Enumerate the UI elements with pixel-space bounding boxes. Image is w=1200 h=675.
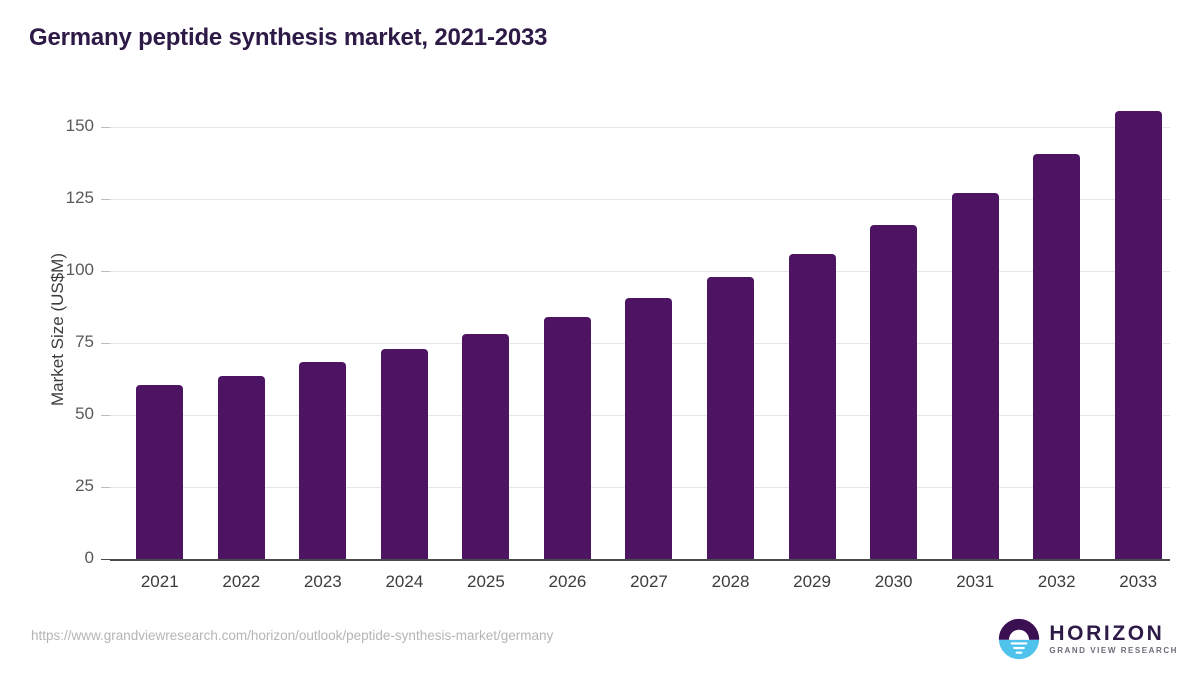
x-tick-label: 2023 [303,572,342,591]
source-url: https://www.grandviewresearch.com/horizo… [31,628,554,643]
y-tick-mark [101,343,110,344]
bar-group: 2033 [1097,100,1179,591]
x-tick-label: 2026 [548,572,587,591]
y-tick-label: 50 [75,404,94,423]
y-gridline-row: 150 [66,116,1170,135]
x-tick-label: 2025 [466,572,505,591]
bar[interactable] [1033,154,1081,559]
bar-group: 2028 [690,100,772,591]
y-tick-label: 25 [75,476,94,495]
bar-group: 2029 [771,100,853,591]
y-tick-mark [101,487,110,488]
y-gridline-row: 100 [66,260,1170,279]
y-tick-mark [101,559,110,560]
bar[interactable] [788,253,836,559]
gridline [110,271,1170,272]
horizon-logo-text: HORIZON GRAND VIEW RESEARCH [1049,623,1178,655]
y-tick-mark [101,199,110,200]
y-tick-label: 100 [65,260,94,279]
bar-group: 2025 [445,100,527,591]
bar[interactable] [299,361,347,559]
bar-group: 2027 [608,100,690,591]
bar[interactable] [707,276,755,559]
bar-group: 2031 [934,100,1016,591]
y-tick-mark [101,127,110,128]
y-axis-title: Market Size (US$M) [48,252,67,407]
x-tick-label: 2028 [711,572,750,591]
y-tick-label: 150 [65,116,94,135]
page-title: Germany peptide synthesis market, 2021-2… [29,24,548,51]
bar[interactable] [380,348,428,559]
x-tick-label: 2024 [385,572,424,591]
y-gridline-row: 125 [66,188,1170,207]
bar-group: 2032 [1016,100,1098,591]
bar[interactable] [462,334,510,559]
bar-group: 2022 [201,100,283,591]
bar[interactable] [136,384,184,559]
x-tick-label: 2033 [1119,572,1158,591]
y-tick-mark [101,271,110,272]
bar[interactable] [625,298,673,559]
bar[interactable] [951,193,999,559]
x-tick-label: 2029 [793,572,831,591]
y-tick-label: 0 [84,548,94,567]
bar-group: 2026 [527,100,609,591]
horizon-logo: HORIZON GRAND VIEW RESEARCH [998,618,1178,660]
x-tick-label: 2022 [222,572,261,591]
bar[interactable] [217,376,265,559]
bars-layer: 2021 2022 2023 2024 2025 2026 2027 2028 2029 2030… [110,100,1170,591]
horizon-logo-icon [999,618,1040,660]
y-tick-label: 125 [65,188,94,207]
bar-group: 2023 [282,100,364,591]
logo-wordmark: HORIZON [1049,622,1165,645]
y-gridline-row: 0 [85,548,1170,567]
gridline [110,199,1170,200]
y-tick-label: 75 [75,332,94,351]
bar-group: 2030 [853,100,935,591]
bar[interactable] [1114,111,1162,559]
x-tick-label: 2032 [1037,572,1076,591]
bar-group: 2024 [364,100,446,591]
x-tick-label: 2030 [874,572,913,591]
x-axis-line [110,559,1170,561]
logo-tagline: GRAND VIEW RESEARCH [1049,646,1178,655]
y-tick-mark [101,415,110,416]
bar-group: 2021 [119,100,201,591]
x-tick-label: 2031 [956,572,995,591]
plot-area: Market Size (US$M) 0 25 50 75 100 125 150 2021… [48,100,1170,591]
gridline [110,127,1170,128]
x-tick-label: 2021 [140,572,179,591]
x-tick-label: 2027 [630,572,668,591]
bar[interactable] [870,224,918,559]
bar[interactable] [543,317,591,559]
